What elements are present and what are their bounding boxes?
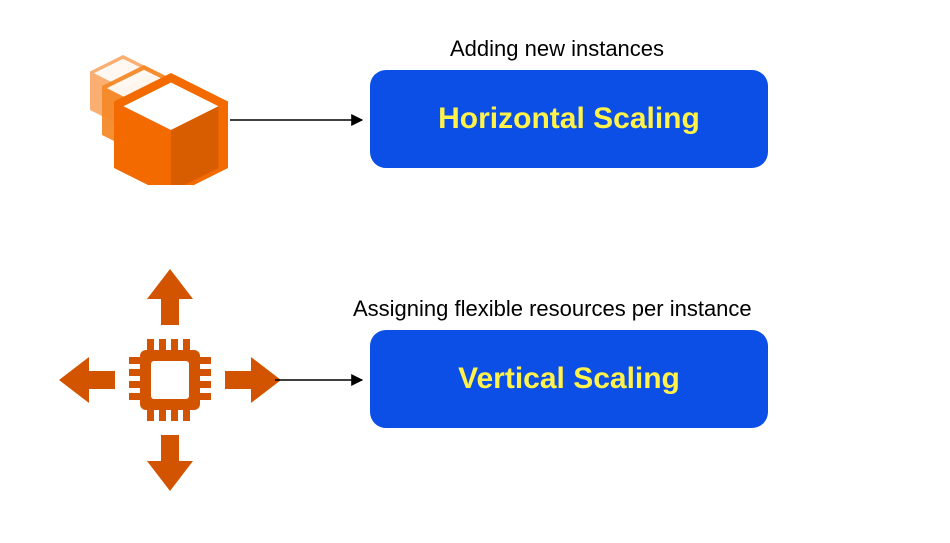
caption-horizontal: Adding new instances	[450, 36, 664, 62]
vertical-scaling-label: Vertical Scaling	[458, 362, 680, 396]
horizontal-scaling-label: Horizontal Scaling	[438, 102, 700, 136]
horizontal-scaling-box: Horizontal Scaling	[370, 70, 768, 168]
vertical-scaling-box: Vertical Scaling	[370, 330, 768, 428]
stacked-instances-icon	[70, 25, 230, 185]
cpu-expand-icon	[55, 265, 285, 495]
caption-vertical: Assigning flexible resources per instanc…	[353, 296, 752, 322]
